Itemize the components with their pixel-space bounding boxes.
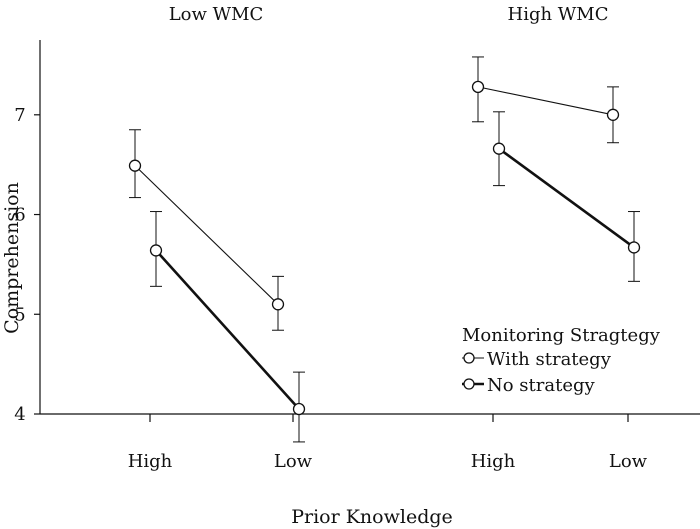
series-line-no-strategy: [155, 249, 300, 410]
y-tick-label-7: 7: [14, 105, 25, 126]
x-tick-label-high-0: High: [128, 451, 173, 472]
legend-marker-no-strategy: [463, 378, 475, 390]
legend-item-with-strategy: With strategy: [462, 349, 612, 370]
series-line-no-strategy: [498, 147, 635, 249]
data-point: [271, 298, 285, 311]
series-line-with-strategy: [134, 165, 279, 305]
data-point: [471, 80, 485, 94]
data-point: [606, 108, 620, 121]
x-axis-title: Prior Knowledge: [291, 506, 453, 528]
x-ticks: High Low High Low: [128, 414, 648, 472]
series-with-strategy-panel-2: [471, 56, 620, 144]
legend-item-no-strategy: No strategy: [462, 375, 596, 396]
data-point: [128, 159, 142, 172]
plot-area: [128, 56, 641, 443]
panel-title-low-wmc: Low WMC: [169, 4, 264, 25]
legend-label-with-strategy: With strategy: [487, 349, 612, 370]
x-tick-label-high-1: High: [471, 451, 516, 472]
data-point: [492, 142, 506, 155]
legend: Monitoring Stragtegy With strategy No st…: [462, 325, 661, 396]
data-point: [627, 241, 641, 254]
y-tick-label-4: 4: [14, 404, 25, 425]
y-ticks: 4 5 6 7: [14, 105, 40, 425]
x-tick-label-low-1: Low: [609, 451, 648, 472]
series-no-strategy-panel-2: [492, 111, 641, 282]
legend-title: Monitoring Stragtegy: [462, 325, 661, 346]
series-line-with-strategy: [477, 86, 614, 116]
legend-marker-with-strategy: [463, 352, 475, 364]
y-tick-label-6: 6: [14, 205, 25, 226]
data-point: [292, 402, 306, 416]
x-tick-label-low-0: Low: [274, 451, 313, 472]
y-axis-title: Comprehension: [1, 182, 23, 334]
panel-title-high-wmc: High WMC: [508, 4, 609, 25]
series-no-strategy-panel-1: [149, 211, 306, 443]
data-point: [149, 244, 163, 257]
y-tick-label-5: 5: [14, 304, 25, 325]
legend-label-no-strategy: No strategy: [487, 375, 596, 396]
series-with-strategy-panel-1: [128, 129, 285, 331]
